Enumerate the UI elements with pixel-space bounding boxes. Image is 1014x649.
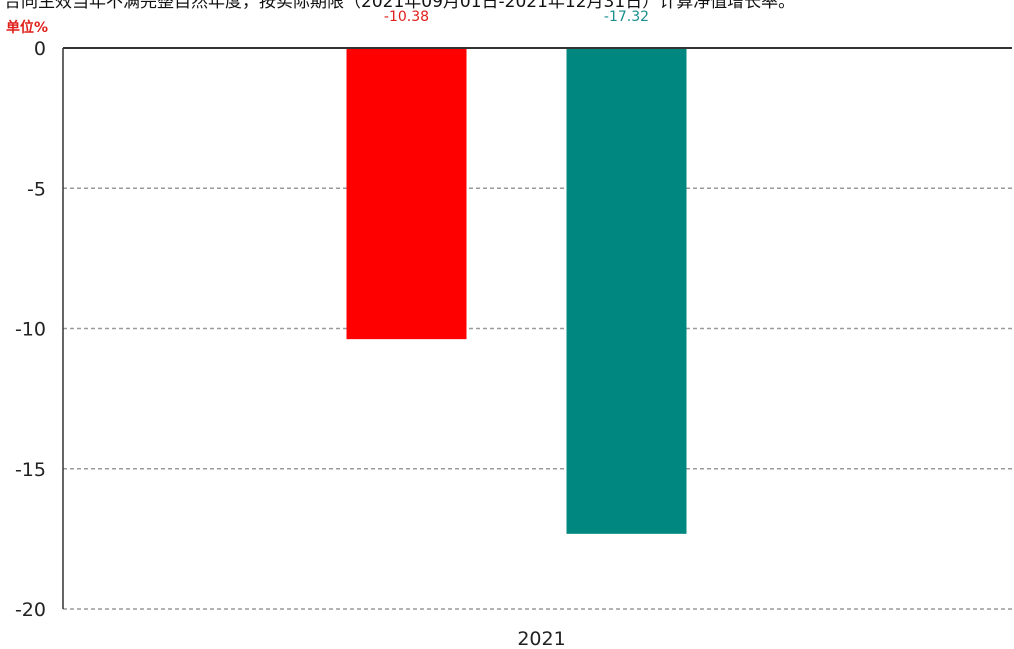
x-tick-label: 2021 [517,628,565,649]
y-tick-label: 0 [34,38,46,60]
bar [346,49,467,340]
axes [62,47,1012,609]
tick-labels: 0 -5 -10 -15 -20 2021 [15,38,566,649]
unit-label: 单位% [6,20,49,36]
chart-note: 合同生效当年不满完整自然年度，按实际期限（2021年09月01日-2021年12… [4,0,796,12]
bars [346,49,687,534]
grid-lines [63,187,1012,610]
data-label: -10.38 [384,9,429,25]
bar [566,49,687,534]
y-tick-label: -15 [15,459,46,481]
data-labels: -10.38 -17.32 [384,9,649,25]
y-tick-label: -10 [15,319,46,341]
data-label: -17.32 [604,9,649,25]
y-tick-label: -5 [27,178,46,200]
y-tick-label: -20 [15,599,46,621]
